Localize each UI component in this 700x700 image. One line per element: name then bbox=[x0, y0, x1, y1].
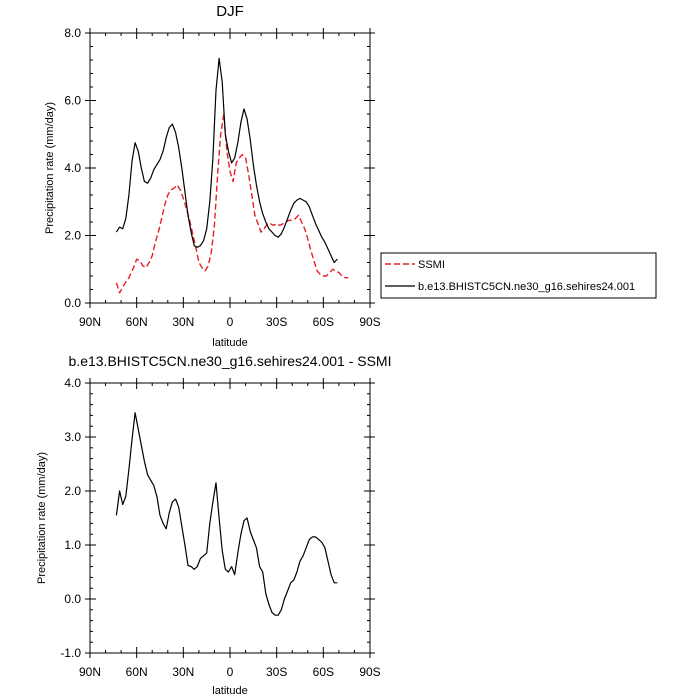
top-x-label: latitude bbox=[212, 337, 247, 349]
bottom-series-line-0 bbox=[115, 412, 338, 616]
legend-model-label: b.e13.BHISTC5CN.ne30_g16.sehires24.001 bbox=[418, 281, 635, 293]
bottom-y-tick-label: 0.0 bbox=[64, 592, 81, 606]
top-x-tick-label: 90N bbox=[79, 315, 101, 329]
bottom-x-tick-label: 30S bbox=[266, 665, 287, 679]
top-x-tick-label: 30N bbox=[172, 315, 194, 329]
bottom-y-tick-label: -1.0 bbox=[60, 646, 81, 660]
bottom-y-tick-label: 2.0 bbox=[64, 484, 81, 498]
top-y-tick-label: 2.0 bbox=[64, 229, 81, 243]
bottom-y-label: Precipitation rate (mm/day) bbox=[36, 452, 48, 584]
bottom-x-tick-label: 60S bbox=[313, 665, 334, 679]
top-series-line-1 bbox=[115, 57, 338, 264]
top-plot-frame bbox=[89, 32, 371, 304]
top-y-tick-label: 4.0 bbox=[64, 161, 81, 175]
top-y-tick-label: 6.0 bbox=[64, 94, 81, 108]
bottom-x-tick-label: 60N bbox=[126, 665, 148, 679]
bottom-x-tick-label: 30N bbox=[172, 665, 194, 679]
legend-ssmi-label: SSMI bbox=[418, 259, 445, 271]
top-x-tick-label: 30S bbox=[266, 315, 287, 329]
bottom-plot-frame bbox=[89, 382, 371, 654]
bottom-title: b.e13.BHISTC5CN.ne30_g16.sehires24.001 -… bbox=[69, 353, 392, 369]
top-y-tick-label: 8.0 bbox=[64, 26, 81, 40]
top-y-tick-label: 0.0 bbox=[64, 296, 81, 310]
bottom-plot-area: 90N 60N 30N 0 30S 60S 90S -1.0 0.0 1.0 2.0 3.0 4.0 bbox=[60, 376, 380, 679]
bottom-y-tick-label: 3.0 bbox=[64, 430, 81, 444]
bottom-x-tick-label: 90N bbox=[79, 665, 101, 679]
bottom-panel: b.e13.BHISTC5CN.ne30_g16.sehires24.001 -… bbox=[36, 353, 391, 697]
bottom-y-tick-label: 4.0 bbox=[64, 376, 81, 390]
bottom-x-tick-label: 0 bbox=[227, 665, 234, 679]
top-x-tick-label: 60N bbox=[126, 315, 148, 329]
bottom-x-label: latitude bbox=[212, 685, 247, 697]
top-x-tick-label: 0 bbox=[227, 315, 234, 329]
top-y-label: Precipitation rate (mm/day) bbox=[44, 102, 56, 234]
top-series-line-0 bbox=[115, 113, 349, 294]
top-legend: SSMI b.e13.BHISTC5CN.ne30_g16.sehires24.… bbox=[380, 252, 657, 299]
top-title: DJF bbox=[216, 3, 244, 20]
legend-box bbox=[380, 252, 657, 299]
bottom-y-tick-label: 1.0 bbox=[64, 538, 81, 552]
bottom-x-tick-label: 90S bbox=[359, 665, 380, 679]
top-x-tick-label: 60S bbox=[313, 315, 334, 329]
top-x-tick-label: 90S bbox=[359, 315, 380, 329]
top-panel: DJF Precipitation rate (mm/day) latitude… bbox=[44, 3, 381, 349]
top-plot-area: 90N 60N 30N 0 30S 60S 90S 0.0 2.0 4.0 6.0 8.0 bbox=[64, 26, 380, 329]
